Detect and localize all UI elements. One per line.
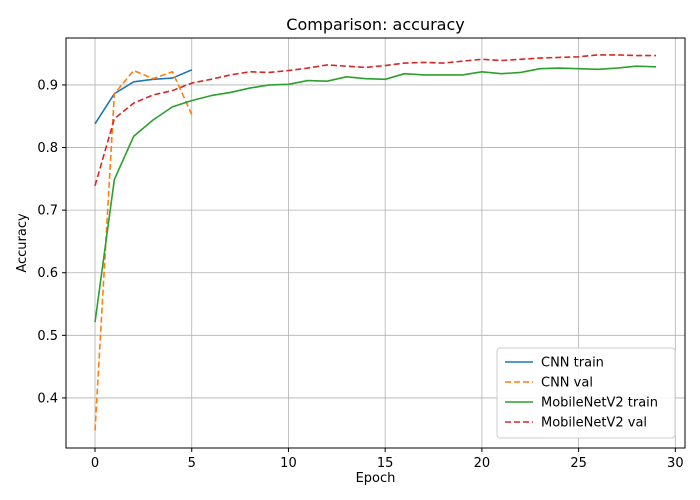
legend-label: MobileNetV2 val: [541, 416, 647, 431]
y-tick-label: 0.4: [37, 391, 58, 406]
x-tick-label: 10: [280, 456, 297, 471]
series-line-cnn-val: [94, 69, 193, 431]
x-tick-label: 30: [667, 456, 684, 471]
x-tick-label: 20: [474, 456, 491, 471]
y-tick-label: 0.9: [37, 78, 58, 93]
y-tick-label: 0.5: [37, 329, 58, 344]
series-layer: [94, 54, 657, 431]
legend-label: CNN val: [541, 376, 593, 391]
legend-label: CNN train: [541, 356, 604, 371]
x-tick-label: 5: [188, 456, 196, 471]
legend: CNN train CNN val MobileNetV2 train MobileN…: [496, 347, 676, 439]
y-tick-label: 0.7: [37, 204, 58, 219]
x-tick-label: 0: [91, 456, 99, 471]
chart-title: Comparison: accuracy: [286, 15, 464, 34]
series-line-mobilenetv2-train: [94, 65, 657, 323]
tick-layer: 0 5 10 15 20 25 30 0.4 0.5 0.6 0.7 0.8 0.9: [37, 78, 683, 471]
x-tick-label: 25: [570, 456, 587, 471]
y-axis-label: Accuracy: [15, 213, 30, 273]
y-tick-label: 0.8: [37, 141, 58, 156]
x-tick-label: 15: [377, 456, 394, 471]
legend-box: [496, 347, 676, 439]
series-line-cnn-train: [94, 69, 193, 125]
legend-label: MobileNetV2 train: [541, 396, 658, 411]
x-axis-label: Epoch: [356, 471, 396, 486]
grid-layer: [66, 38, 685, 448]
plot-frame: [65, 37, 686, 449]
y-tick-label: 0.6: [37, 266, 58, 281]
